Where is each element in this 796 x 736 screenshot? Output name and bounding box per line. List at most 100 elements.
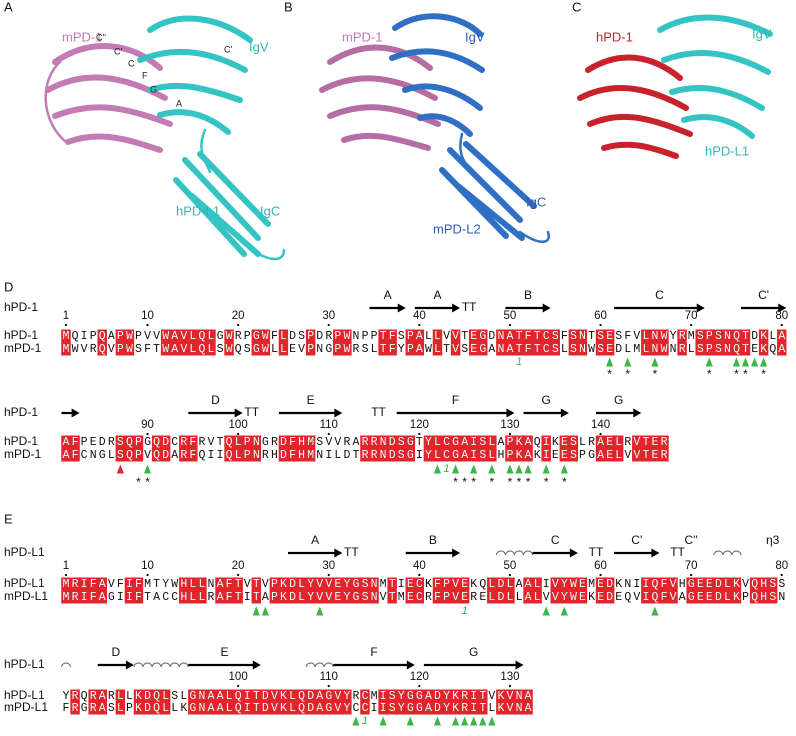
identity-box (677, 329, 687, 356)
ss-label: F (452, 393, 459, 407)
identity-box (459, 689, 470, 715)
ss-label: E (307, 393, 315, 407)
identity-box (532, 329, 542, 356)
identity-box (88, 577, 98, 604)
identity-box (179, 577, 189, 604)
identity-box (296, 435, 307, 462)
identity-box (333, 329, 343, 356)
identity-box (758, 577, 769, 604)
identity-box (278, 577, 289, 604)
residue-number: 80 (775, 560, 788, 572)
ss-label: D (211, 393, 220, 407)
identity-box (142, 689, 153, 715)
identity-box (242, 689, 252, 715)
identity-box (115, 329, 126, 356)
identity-box (188, 577, 198, 604)
number-dot (508, 323, 512, 327)
contact-triangle (705, 357, 713, 367)
identity-box (659, 329, 669, 356)
number-dot (508, 573, 512, 577)
contact-triangle (606, 357, 614, 367)
contact-triangle (741, 357, 750, 367)
protein-label: hPD-L1 (705, 143, 749, 158)
ss-label: C' (631, 533, 642, 547)
arrow-head (542, 303, 551, 313)
contact-triangle (461, 716, 469, 726)
identity-box (360, 689, 370, 715)
contact-triangle (261, 606, 269, 616)
identity-box (79, 577, 89, 604)
number-dot (599, 323, 602, 327)
identity-box (505, 689, 515, 715)
number-dot (780, 323, 783, 327)
identity-box (188, 689, 198, 715)
number-dot (64, 573, 68, 577)
conserved-star: * (453, 475, 458, 489)
residue-number: 60 (594, 310, 607, 322)
contact-triangle (488, 716, 496, 726)
identity-box (568, 435, 579, 462)
number-dot (237, 684, 240, 688)
pd1-ribbon (319, 44, 441, 151)
number-dot (508, 684, 512, 688)
helix (60, 662, 72, 668)
identity-box (568, 577, 579, 604)
sequence: MWVRQVPWSFTWAVLQLSWQSGWLLEVPNGPWRSLTFYPA… (63, 343, 788, 356)
sequence-name: hPD-1 (4, 434, 38, 448)
arrow-head (696, 303, 705, 313)
contact-triangle (470, 716, 478, 726)
arrow-head (778, 303, 787, 313)
identity-box (342, 689, 352, 715)
identity-box (505, 577, 515, 604)
identity-box (70, 435, 80, 462)
sequence: MRIFAVFIFMTYWHLLNAFTVTVPKDLYVVEYGSNMTIEC… (63, 578, 788, 591)
identity-box (215, 577, 225, 604)
conserved-star: * (462, 475, 467, 489)
identity-box (441, 689, 452, 715)
identity-box (777, 329, 787, 356)
identity-box (197, 329, 207, 356)
identity-box (251, 577, 261, 604)
identity-box (296, 577, 307, 604)
strand-label: C' (224, 44, 232, 54)
ss-label: A (384, 288, 392, 302)
identity-box (604, 435, 615, 462)
identity-box (61, 577, 71, 604)
identity-box (496, 689, 506, 715)
strand-label: G (150, 84, 157, 94)
identity-box (613, 435, 624, 462)
identity-box (559, 435, 570, 462)
identity-box (378, 435, 388, 462)
contact-triangle (524, 464, 532, 474)
identity-box (459, 577, 470, 604)
ss-label: B (524, 288, 532, 302)
number-dot (327, 432, 330, 436)
residue-number: 120 (410, 671, 429, 683)
identity-box (314, 577, 325, 604)
identity-box (133, 689, 144, 715)
contact-triangle (451, 464, 460, 474)
identity-box (233, 435, 243, 462)
identity-box (278, 689, 289, 715)
identity-box (686, 577, 696, 604)
residue-number: 80 (775, 310, 788, 322)
identity-box (478, 689, 488, 715)
identity-box (441, 577, 452, 604)
identity-box (641, 329, 651, 356)
sequence-name: mPD-L1 (4, 589, 48, 603)
identity-box (206, 689, 216, 715)
panel-letter: D (4, 279, 13, 294)
arrow-head (252, 660, 261, 670)
identity-box (251, 435, 261, 462)
identity-box (641, 577, 651, 604)
identity-box (287, 435, 298, 462)
ss-label: TT (244, 405, 259, 419)
identity-box (405, 577, 416, 604)
identity-box (523, 435, 533, 462)
identity-box (305, 329, 316, 356)
identity-box (342, 329, 352, 356)
number-dot (599, 573, 602, 577)
identity-box (387, 689, 397, 715)
identity-box (650, 577, 660, 604)
identity-box (514, 689, 524, 715)
